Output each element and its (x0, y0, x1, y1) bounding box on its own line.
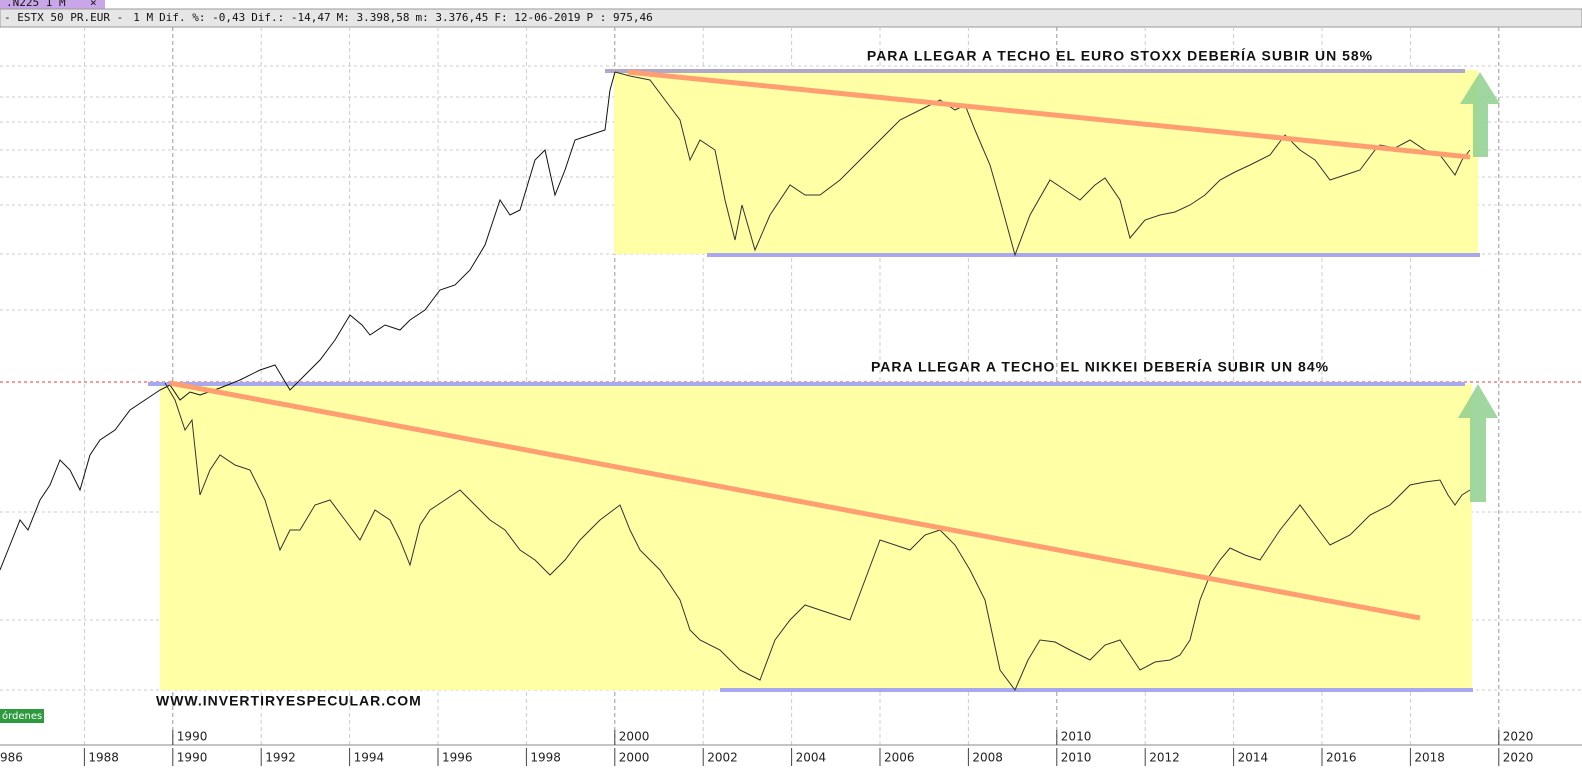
nikkei-trendline (169, 380, 1421, 621)
decade-label: 2010 (1061, 730, 1092, 744)
tab-close[interactable]: × (90, 0, 97, 9)
x-tick-label: 1996 (442, 751, 473, 765)
x-tick-label: 2000 (619, 751, 650, 765)
decade-label: 2020 (1503, 730, 1534, 744)
x-tick-label: 2006 (884, 751, 915, 765)
x-tick-label: 1992 (265, 751, 296, 765)
nikkei-arrow (1458, 384, 1498, 502)
euro-trendline (627, 69, 1471, 160)
orders-button[interactable] (0, 709, 44, 723)
euro-history (0, 71, 616, 571)
x-tick-label: 986 (0, 751, 23, 765)
header-field: Dif.: -14,47 (251, 11, 330, 24)
decade-label: 1990 (177, 730, 208, 744)
euro-range (614, 70, 1478, 254)
x-tick-label: 2004 (796, 751, 827, 765)
x-tick-label: 2008 (972, 751, 1003, 765)
decade-label: 2000 (619, 730, 650, 744)
x-tick-label: 1998 (530, 751, 561, 765)
euro-since-2000 (614, 71, 1471, 257)
x-tick-label: 1988 (88, 751, 119, 765)
x-axis: 986 1988 1990 1992 1994 1996 1998 2000 2002 2004 2… (0, 730, 1534, 766)
x-tick-label: 2016 (1326, 751, 1357, 765)
x-tick-label: 2020 (1503, 751, 1534, 765)
header-field: m: 3.376,45 (416, 11, 489, 24)
nikkei (164, 382, 1471, 691)
x-tick-label: 1990 (177, 751, 208, 765)
euro-arrow (1460, 72, 1500, 157)
orders-label[interactable]: órdenes (2, 710, 42, 722)
x-tick-label: 2018 (1414, 751, 1445, 765)
euro-annotation: PARA LLEGAR A TECHO EL EURO STOXX DEBERÍ… (867, 48, 1373, 64)
header-field: F: 12-06-2019 (494, 11, 580, 24)
x-tick-label: 2014 (1238, 751, 1269, 765)
tab-label: .N225 1 M (6, 0, 66, 9)
x-tick-label: 2012 (1149, 751, 1180, 765)
nikkei-annotation: PARA LLEGAR A TECHO EL NIKKEI DEBERÍA SU… (871, 359, 1329, 375)
x-tick-label: 1994 (354, 751, 385, 765)
header-period: 1 M (133, 11, 153, 24)
nikkei-range (160, 384, 1472, 690)
x-tick-label: 2010 (1061, 751, 1092, 765)
header-bar (0, 8, 1582, 28)
header-field: Dif. %: -0,43 (159, 11, 245, 24)
header-symbol: - ESTX 50 PR.EUR - (4, 11, 123, 24)
header-field: M: 3.398,58 (337, 11, 410, 24)
x-tick-label: 2002 (707, 751, 738, 765)
tab[interactable] (0, 0, 105, 9)
header: - ESTX 50 PR.EUR - 1 M Dif. %: -0,43 Dif.: … (4, 11, 653, 24)
header-price: P : 975,46 (586, 11, 652, 24)
watermark: WWW.INVERTIRYESPECULAR.COM (156, 693, 422, 709)
